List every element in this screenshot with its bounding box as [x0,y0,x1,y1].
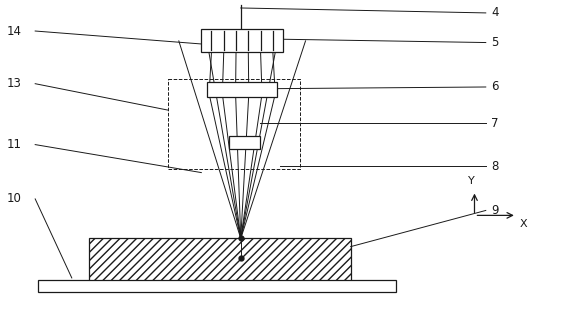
Bar [168,79,300,169]
Text: 8: 8 [491,159,499,173]
Text: X: X [520,219,527,229]
Bar [89,238,350,281]
Text: 11: 11 [7,138,22,151]
Bar [229,136,260,149]
Text: 4: 4 [491,6,499,19]
Bar [38,280,396,292]
Text: 6: 6 [491,80,499,94]
Text: 13: 13 [7,77,22,90]
Text: 9: 9 [491,204,499,217]
Text: Y: Y [468,176,475,186]
Bar [201,29,283,52]
Text: 10: 10 [7,193,22,206]
Text: 5: 5 [491,36,499,49]
Text: 7: 7 [491,117,499,130]
Text: 14: 14 [7,25,22,38]
Bar [207,82,277,97]
